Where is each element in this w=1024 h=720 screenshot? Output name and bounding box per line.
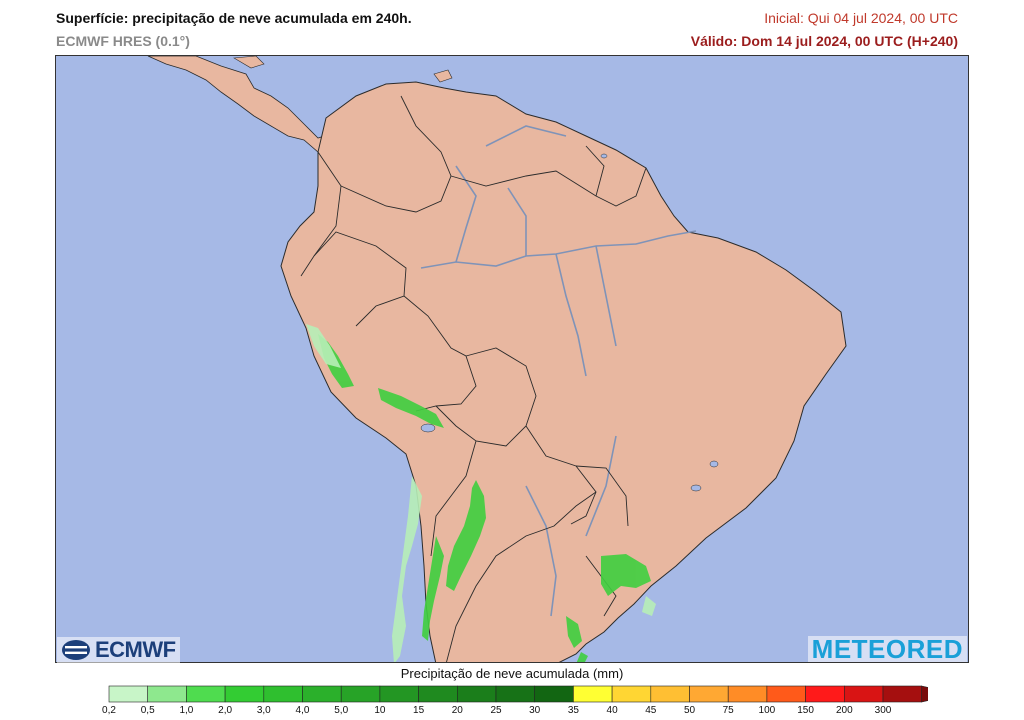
legend-tick-label: 50 — [683, 705, 696, 716]
legend-swatch — [843, 685, 884, 703]
legend-swatch — [263, 685, 303, 703]
rivers — [420, 125, 697, 617]
legend-colorbar — [108, 685, 928, 703]
legend-tick-label: 1,0 — [179, 705, 194, 716]
legend-tick-label: 20 — [451, 705, 463, 716]
snow-accumulation-light — [306, 324, 656, 662]
initial-time: Inicial: Qui 04 jul 2024, 00 UTC — [764, 10, 958, 26]
legend-swatch — [186, 685, 226, 703]
legend-swatch — [418, 685, 458, 703]
legend-swatch — [534, 685, 574, 703]
legend-swatch — [108, 685, 149, 703]
legend-tick-label: 300 — [874, 705, 892, 716]
legend-tick-label: 30 — [529, 705, 541, 716]
legend-swatch — [650, 685, 690, 703]
legend-tick-label: 35 — [567, 705, 579, 716]
legend-swatch — [340, 685, 381, 703]
legend-tick-label: 2,0 — [218, 705, 233, 716]
legend-tick-label: 150 — [797, 705, 814, 716]
legend-tick-label: 45 — [645, 705, 657, 716]
legend-swatch — [689, 685, 729, 703]
legend-swatch — [224, 685, 265, 703]
map-panel[interactable] — [55, 55, 969, 663]
legend-tick-label: 15 — [413, 705, 425, 716]
legend-swatch — [495, 685, 536, 703]
legend-tick-label: 4,0 — [295, 705, 310, 716]
legend-tick-label: 3,0 — [256, 705, 271, 716]
ecmwf-emblem-icon — [62, 640, 90, 660]
legend-title: Precipitação de neve acumulada (mm) — [400, 666, 624, 681]
legend-swatch — [766, 685, 806, 703]
legend-swatch — [379, 685, 419, 703]
caribbean-island — [233, 56, 265, 69]
legend-swatch — [302, 685, 342, 703]
legend-tick-labels: 0,2 0,5 1,0 2,0 3,0 4,0 5,0 10 15 20 25 30 35 40 45 50 7… — [0, 705, 1024, 719]
legend-swatch — [456, 685, 497, 703]
legend-tick-label: 100 — [758, 705, 776, 716]
legend-tick-label: 200 — [835, 705, 853, 716]
legend-swatch — [727, 685, 768, 703]
legend-tick-label: 0,5 — [140, 705, 155, 716]
valid-time: Válido: Dom 14 jul 2024, 00 UTC (H+240) — [690, 33, 958, 49]
south-america-land — [280, 81, 847, 662]
legend-tick-label: 10 — [374, 705, 386, 716]
model-label: ECMWF HRES (0.1°) — [56, 33, 190, 49]
south-america-map[interactable] — [56, 56, 969, 663]
legend-tick-label: 25 — [490, 705, 502, 716]
country-borders — [300, 95, 647, 662]
ecmwf-logo: ECMWF — [57, 637, 180, 663]
ecmwf-text: ECMWF — [95, 637, 176, 662]
legend-swatch — [611, 685, 652, 703]
legend-swatch — [805, 685, 845, 703]
lakes — [420, 153, 719, 492]
legend-swatch — [882, 685, 923, 703]
legend-tick-label: 0,2 — [102, 705, 116, 716]
legend-tick-label: 5,0 — [334, 705, 349, 716]
map-title: Superfície: precipitação de neve acumula… — [56, 10, 412, 26]
legend-extend-arrow — [921, 685, 928, 703]
legend-swatch — [147, 685, 187, 703]
legend-tick-label: 75 — [722, 705, 734, 716]
legend-tick-label: 40 — [606, 705, 618, 716]
legend-swatch — [573, 685, 613, 703]
caribbean-island — [433, 69, 453, 83]
meteored-logo: METEORED — [807, 636, 967, 662]
